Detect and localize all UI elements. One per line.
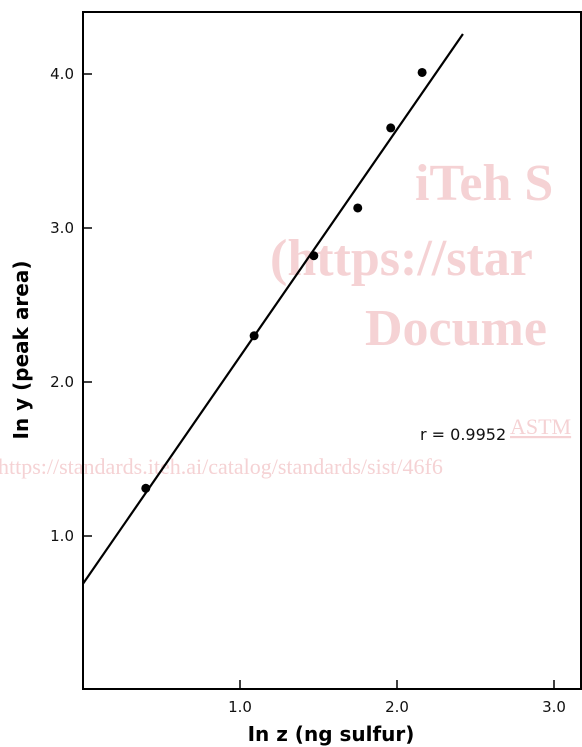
watermark-link: ASTM (510, 414, 571, 439)
y-axis-title: In y (peak area) (9, 261, 33, 440)
watermark-line-2: (https://star (270, 230, 533, 287)
data-point (141, 483, 151, 493)
data-point (353, 203, 363, 213)
data-point (249, 331, 259, 341)
data-point (386, 123, 396, 133)
correlation-annotation: r = 0.9952 (420, 425, 506, 444)
x-tick-label: 3.0 (542, 698, 566, 716)
watermark-url: https://standards.iteh.ai/catalog/standa… (0, 454, 443, 479)
x-axis: 1.0 2.0 3.0 (228, 680, 566, 716)
x-tick-label: 2.0 (385, 698, 409, 716)
x-tick-label: 1.0 (228, 698, 252, 716)
plot-frame (82, 11, 582, 690)
data-points (141, 67, 427, 493)
data-point (309, 251, 319, 261)
data-point (417, 67, 427, 77)
y-tick-label: 2.0 (50, 373, 74, 391)
y-tick-label: 4.0 (50, 65, 74, 83)
y-tick-label: 3.0 (50, 219, 74, 237)
watermark-line-3: Docume (365, 300, 547, 357)
x-axis-title: In z (ng sulfur) (248, 722, 415, 746)
watermark-line-1: iTeh S (415, 155, 553, 212)
y-tick-label: 1.0 (50, 527, 74, 545)
watermark: iTeh S (https://star Docume ASTM https:/… (0, 155, 571, 479)
y-axis: 1.0 2.0 3.0 4.0 (50, 65, 92, 545)
